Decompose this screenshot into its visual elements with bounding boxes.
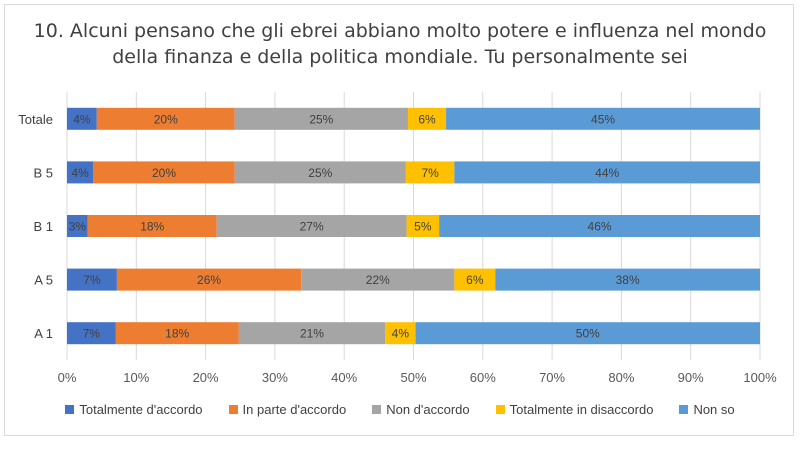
stacked-bar-chart: 0% 10% 20% 30% 40% 50% 60% 70% 80% 90% 100% Totale 4… — [18, 92, 777, 385]
category-label: B 5 — [33, 165, 53, 180]
data-label: 18% — [140, 220, 164, 234]
data-label: 25% — [308, 166, 332, 180]
bar-segment — [446, 107, 760, 130]
legend-label: Non d'accordo — [386, 402, 470, 417]
data-label: 50% — [576, 327, 600, 341]
bar-segment — [415, 322, 760, 345]
legend-swatch — [65, 405, 75, 414]
x-tick-label: 60% — [470, 370, 496, 385]
bar-segment — [115, 322, 239, 345]
data-label: 4% — [73, 112, 91, 126]
bar-segment — [454, 161, 760, 184]
bar-segment — [406, 215, 440, 237]
data-label: 7% — [83, 273, 101, 287]
category-label: A 5 — [34, 273, 53, 288]
data-label: 27% — [300, 220, 324, 234]
data-label: 4% — [392, 327, 410, 341]
category-label: B 1 — [33, 219, 53, 234]
bar-segment — [93, 161, 235, 184]
legend-item: In parte d'accordo — [228, 402, 347, 417]
x-tick-label: 50% — [400, 370, 426, 385]
bar-segment — [96, 107, 235, 130]
chart-title: 10. Alcuni pensano che gli ebrei abbiano… — [0, 18, 800, 70]
legend-label: Totalmente in disaccordo — [509, 402, 654, 417]
bar-segment — [234, 161, 406, 184]
bar-segment — [234, 107, 408, 130]
bar-segment — [439, 215, 760, 237]
bar-segment — [116, 268, 302, 291]
data-label: 6% — [418, 112, 436, 126]
bar-segment — [495, 268, 760, 291]
category-label: Totale — [18, 112, 53, 127]
bar-segment — [407, 107, 447, 130]
bar-segment — [67, 268, 117, 291]
data-label: 38% — [616, 273, 640, 287]
chart-title-line-1: 10. Alcuni pensano che gli ebrei abbiano… — [33, 20, 767, 42]
bar-segment — [67, 215, 88, 237]
data-label: 21% — [300, 327, 324, 341]
x-tick-label: 30% — [262, 370, 288, 385]
legend-item: Totalmente d'accordo — [65, 402, 203, 417]
bar-segment — [238, 322, 386, 345]
legend-swatch — [495, 405, 505, 414]
chart-title-line-2: della finanza e della politica mondiale.… — [112, 46, 688, 68]
legend-swatch — [372, 405, 382, 414]
legend-item: Non so — [679, 402, 735, 417]
bar-segment — [405, 161, 455, 184]
category-label: A 1 — [34, 326, 53, 341]
data-label: 45% — [591, 112, 615, 126]
x-tick-label: 10% — [123, 370, 149, 385]
legend-item: Non d'accordo — [372, 402, 470, 417]
bar-segment — [301, 268, 455, 291]
x-tick-label: 100% — [743, 370, 777, 385]
data-label: 6% — [466, 273, 484, 287]
bar-segment — [67, 107, 97, 130]
x-tick-label: 70% — [539, 370, 565, 385]
data-label: 7% — [83, 327, 101, 341]
data-label: 20% — [152, 166, 176, 180]
data-label: 26% — [197, 273, 221, 287]
x-tick-label: 0% — [58, 370, 77, 385]
data-label: 4% — [71, 166, 89, 180]
legend-item: Totalmente in disaccordo — [495, 402, 654, 417]
x-tick-label: 40% — [331, 370, 357, 385]
bar-segment — [67, 161, 94, 184]
legend-label: Non so — [693, 402, 735, 417]
data-label: 22% — [366, 273, 390, 287]
data-label: 5% — [414, 220, 432, 234]
chart-legend: Totalmente d'accordo In parte d'accordo No… — [0, 402, 800, 417]
data-label: 46% — [588, 220, 612, 234]
x-tick-label: 20% — [193, 370, 219, 385]
data-label: 20% — [154, 112, 178, 126]
x-tick-label: 90% — [678, 370, 704, 385]
legend-label: Totalmente d'accordo — [79, 402, 203, 417]
bar-segment — [216, 215, 407, 237]
legend-swatch — [679, 405, 689, 414]
bar-segment — [67, 322, 116, 345]
data-label: 18% — [165, 327, 189, 341]
data-label: 3% — [69, 220, 87, 234]
legend-swatch — [228, 405, 238, 414]
data-label: 25% — [309, 112, 333, 126]
data-label: 7% — [421, 166, 439, 180]
data-label: 44% — [595, 166, 619, 180]
bar-segment — [87, 215, 217, 237]
legend-label: In parte d'accordo — [242, 402, 347, 417]
x-tick-label: 80% — [608, 370, 634, 385]
bar-segment — [385, 322, 416, 345]
bar-segment — [454, 268, 496, 291]
